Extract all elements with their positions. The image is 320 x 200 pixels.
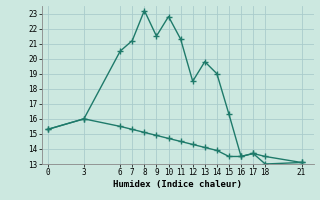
X-axis label: Humidex (Indice chaleur): Humidex (Indice chaleur) [113, 180, 242, 189]
